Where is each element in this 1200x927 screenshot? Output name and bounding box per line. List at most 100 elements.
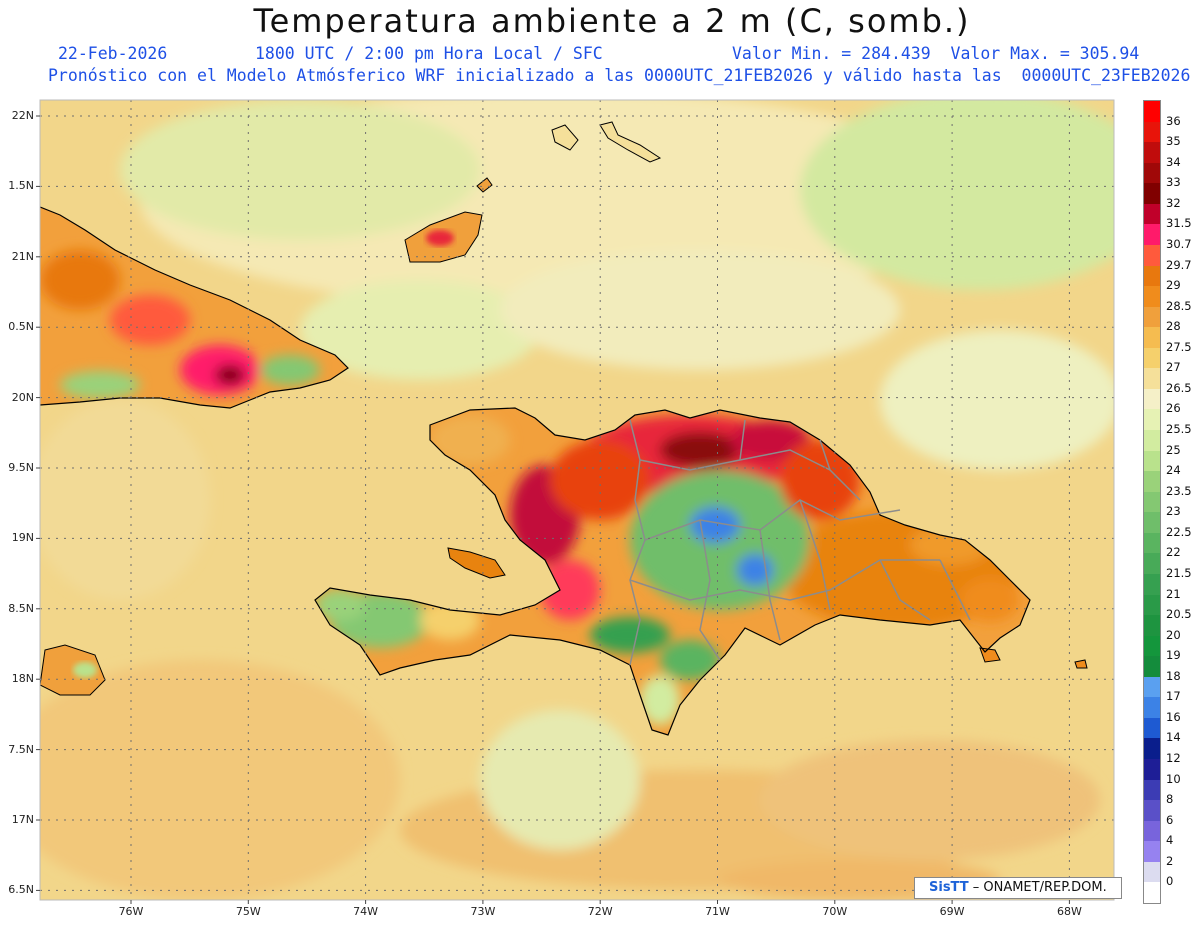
colorbar-cell — [1144, 368, 1160, 390]
colorbar-cell — [1144, 430, 1160, 452]
colorbar-label: 20 — [1166, 627, 1181, 642]
lon-label: 71W — [705, 905, 730, 918]
lat-label: 6.5N — [8, 883, 34, 897]
lon-label: 72W — [587, 905, 613, 918]
colorbar-cell — [1144, 800, 1160, 822]
colorbar-cell — [1144, 553, 1160, 575]
lat-label: 0.5N — [8, 320, 34, 334]
colorbar-cell — [1144, 594, 1160, 616]
colorbar-cell — [1144, 244, 1160, 266]
colorbar-label: 34 — [1166, 154, 1181, 169]
colorbar-cell — [1144, 183, 1160, 205]
lat-label: 18N — [11, 672, 34, 686]
credit-box: SisTT – ONAMET/REP.DOM. — [914, 877, 1122, 899]
colorbar-label: 12 — [1166, 751, 1181, 766]
model-info: Pronóstico con el Modelo Atmósferico WRF… — [48, 66, 1191, 85]
colorbar-label: 4 — [1166, 833, 1174, 848]
colorbar-cell — [1144, 327, 1160, 349]
min-max-values: Valor Min. = 284.439 Valor Max. = 305.94 — [732, 44, 1140, 63]
colorbar-cell — [1144, 820, 1160, 842]
colorbar-label: 29.7 — [1166, 257, 1192, 272]
colorbar-label: 16 — [1166, 709, 1181, 724]
lon-label: 69W — [939, 905, 965, 918]
lat-label: 7.5N — [8, 742, 34, 756]
map-title: Temperatura ambiente a 2 m (C, somb.) — [253, 2, 971, 40]
valid-date: 22-Feb-2026 — [58, 44, 168, 63]
colorbar-cell — [1144, 512, 1160, 534]
colorbar-cell — [1144, 882, 1160, 904]
ocean-temperature-field — [40, 100, 1114, 900]
lon-label: 68W — [1056, 905, 1082, 918]
colorbar-label: 25 — [1166, 442, 1181, 457]
colorbar-label: 23.5 — [1166, 483, 1192, 498]
colorbar-label: 35 — [1166, 134, 1181, 149]
colorbar-label: 21.5 — [1166, 565, 1192, 580]
colorbar-cell — [1144, 101, 1160, 123]
lon-label: 74W — [353, 905, 379, 918]
colorbar-cell — [1144, 450, 1160, 472]
colorbar-cell — [1144, 779, 1160, 801]
graticule — [40, 100, 1114, 900]
colorbar-cell — [1144, 573, 1160, 596]
colorbar-label: 17 — [1166, 689, 1181, 704]
colorbar-cell — [1144, 738, 1160, 760]
colorbar-label: 30.7 — [1166, 236, 1192, 251]
colorbar-label: 36 — [1166, 113, 1181, 128]
colorbar-label: 0 — [1166, 874, 1174, 889]
colorbar-label: 26.5 — [1166, 380, 1192, 395]
valid-time: 1800 UTC / 2:00 pm Hora Local / SFC — [255, 44, 603, 63]
colorbar-label: 24 — [1166, 463, 1181, 478]
colorbar-label: 33 — [1166, 175, 1181, 190]
colorbar-cell — [1144, 409, 1160, 431]
colorbar-label: 6 — [1166, 812, 1174, 827]
colorbar-cell — [1144, 265, 1160, 287]
lat-label: 22N — [11, 109, 34, 122]
lat-label: 21N — [11, 249, 34, 263]
colorbar-label: 2 — [1166, 853, 1174, 868]
colorbar-cell — [1144, 697, 1160, 719]
colorbar-label: 25.5 — [1166, 422, 1192, 437]
axis-ticks — [36, 115, 1070, 904]
lat-label: 19N — [11, 531, 34, 545]
lon-label: 76W — [118, 905, 144, 918]
colorbar-cell — [1144, 142, 1160, 164]
colorbar-label: 26 — [1166, 401, 1181, 416]
colorbar-label: 28.5 — [1166, 298, 1192, 313]
colorbar-cell — [1144, 635, 1160, 657]
colorbar-cell — [1144, 615, 1160, 637]
colorbar-label: 18 — [1166, 668, 1181, 683]
colorbar-label: 21 — [1166, 586, 1181, 601]
colorbar — [1143, 100, 1161, 904]
lon-label: 73W — [470, 905, 496, 918]
colorbar-label: 31.5 — [1166, 216, 1192, 231]
colorbar-label: 22.5 — [1166, 524, 1192, 539]
colorbar-cell — [1144, 388, 1160, 410]
hispaniola-coastline — [314, 407, 1031, 736]
lon-label: 75W — [235, 905, 261, 918]
lat-label: 20N — [11, 390, 34, 404]
colorbar-cell — [1144, 286, 1160, 308]
colorbar-label: 22 — [1166, 545, 1181, 560]
colorbar-cell — [1144, 471, 1160, 493]
colorbar-cell — [1144, 121, 1160, 143]
colorbar-cell — [1144, 532, 1160, 554]
colorbar-label: 19 — [1166, 648, 1181, 663]
colorbar-cell — [1144, 841, 1160, 863]
colorbar-cell — [1144, 347, 1160, 369]
colorbar-label: 32 — [1166, 195, 1181, 210]
colorbar-label: 10 — [1166, 771, 1181, 786]
colorbar-label: 28 — [1166, 319, 1181, 334]
sistt-logo: SisTT — [929, 880, 969, 895]
lon-label: 70W — [822, 905, 848, 918]
colorbar-label: 14 — [1166, 730, 1181, 745]
credit-text: – ONAMET/REP.DOM. — [968, 880, 1107, 895]
colorbar-cell — [1144, 224, 1160, 246]
colorbar-label: 29 — [1166, 278, 1181, 293]
small-islands — [40, 121, 1088, 696]
lat-label: 17N — [11, 813, 34, 826]
lat-label: 1.5N — [8, 179, 34, 193]
colorbar-label: 23 — [1166, 504, 1181, 519]
colorbar-cell — [1144, 861, 1160, 883]
colorbar-label: 20.5 — [1166, 607, 1192, 622]
